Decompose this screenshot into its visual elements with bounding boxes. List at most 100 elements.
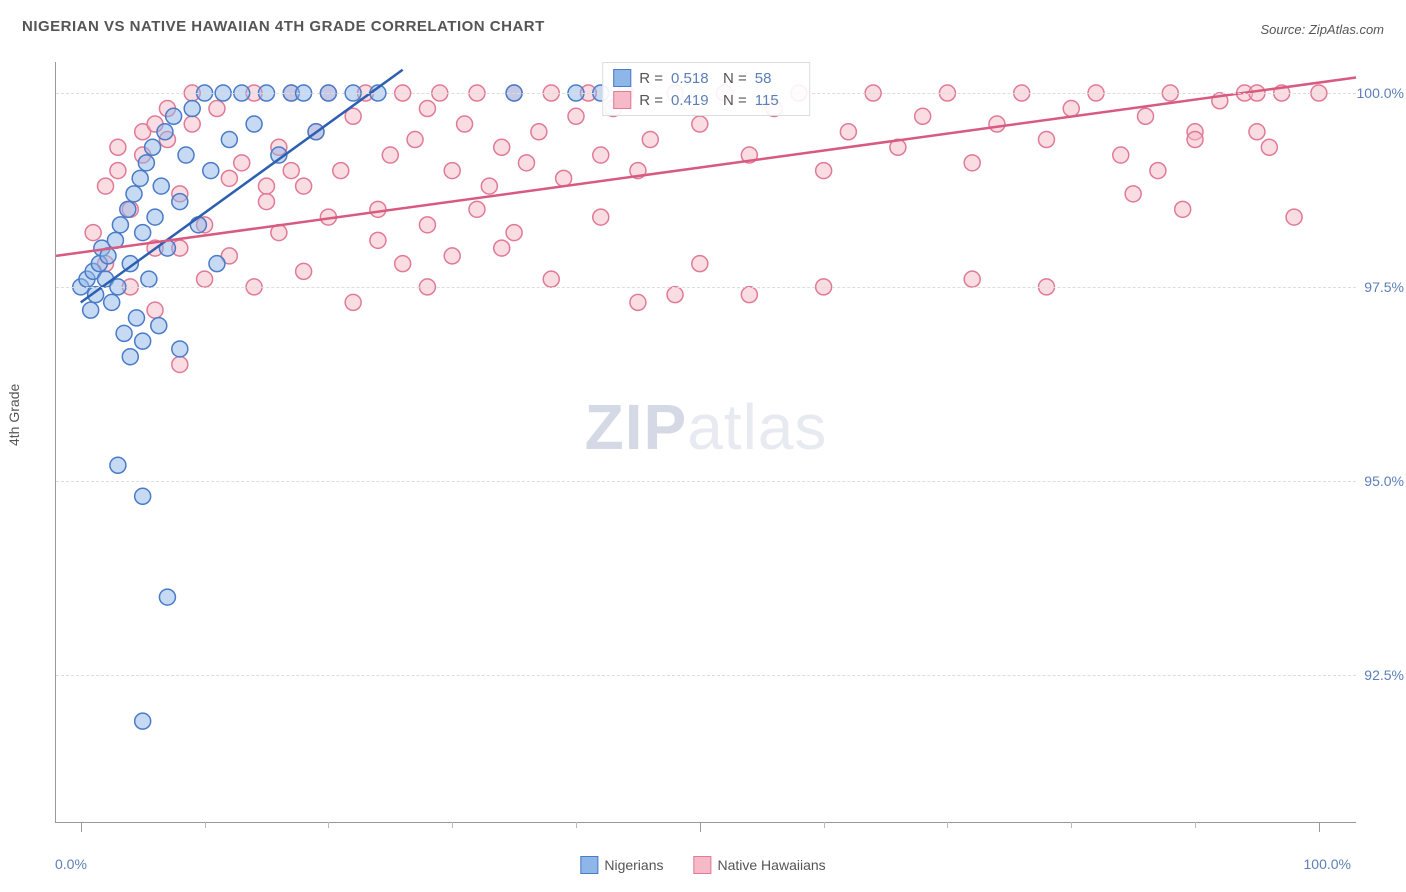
scatter-point xyxy=(147,209,163,225)
scatter-point xyxy=(85,225,101,241)
scatter-point xyxy=(382,147,398,163)
scatter-point xyxy=(840,124,856,140)
scatter-point xyxy=(741,287,757,303)
gridline xyxy=(56,481,1356,482)
scatter-point xyxy=(1063,101,1079,117)
scatter-point xyxy=(132,170,148,186)
scatter-point xyxy=(630,294,646,310)
x-tick-minor xyxy=(328,822,329,828)
stats-swatch xyxy=(613,69,631,87)
chart-title: NIGERIAN VS NATIVE HAWAIIAN 4TH GRADE CO… xyxy=(22,18,545,35)
scatter-point xyxy=(593,147,609,163)
scatter-point xyxy=(444,163,460,179)
scatter-point xyxy=(159,589,175,605)
scatter-point xyxy=(1249,124,1265,140)
scatter-point xyxy=(197,271,213,287)
scatter-point xyxy=(593,209,609,225)
scatter-point xyxy=(457,116,473,132)
scatter-point xyxy=(166,108,182,124)
scatter-point xyxy=(964,271,980,287)
x-tick-major xyxy=(1319,822,1320,832)
scatter-point xyxy=(98,178,114,194)
scatter-point xyxy=(692,256,708,272)
x-axis-high-label: 100.0% xyxy=(1304,856,1351,872)
scatter-point xyxy=(110,139,126,155)
plot-area: ZIPatlas 92.5%95.0%97.5%100.0% R =0.518N… xyxy=(55,62,1356,823)
scatter-point xyxy=(1187,132,1203,148)
scatter-point xyxy=(1286,209,1302,225)
scatter-point xyxy=(141,271,157,287)
scatter-point xyxy=(816,163,832,179)
scatter-point xyxy=(395,256,411,272)
y-axis-title: 4th Grade xyxy=(6,384,22,446)
scatter-point xyxy=(203,163,219,179)
x-tick-minor xyxy=(1195,822,1196,828)
scatter-point xyxy=(419,217,435,233)
x-tick-minor xyxy=(947,822,948,828)
scatter-point xyxy=(915,108,931,124)
scatter-point xyxy=(234,155,250,171)
x-tick-minor xyxy=(824,822,825,828)
scatter-point xyxy=(184,116,200,132)
scatter-point xyxy=(147,302,163,318)
scatter-point xyxy=(1150,163,1166,179)
scatter-point xyxy=(128,310,144,326)
scatter-point xyxy=(104,294,120,310)
scatter-point xyxy=(110,163,126,179)
scatter-point xyxy=(494,139,510,155)
scatter-point xyxy=(172,356,188,372)
scatter-point xyxy=(345,294,361,310)
x-tick-minor xyxy=(452,822,453,828)
scatter-point xyxy=(481,178,497,194)
stats-n-label: N = xyxy=(723,92,747,109)
scatter-svg xyxy=(56,62,1356,822)
scatter-point xyxy=(209,101,225,117)
stats-r-value: 0.419 xyxy=(671,92,715,109)
scatter-point xyxy=(296,263,312,279)
scatter-point xyxy=(1038,132,1054,148)
stats-r-label: R = xyxy=(639,92,663,109)
scatter-point xyxy=(531,124,547,140)
stats-n-label: N = xyxy=(723,70,747,87)
source-label: Source: ZipAtlas.com xyxy=(1260,22,1384,37)
stats-panel: R =0.518N =58R =0.419N =115 xyxy=(602,62,810,116)
scatter-point xyxy=(370,232,386,248)
y-tick-label: 100.0% xyxy=(1357,85,1404,101)
scatter-point xyxy=(543,271,559,287)
stats-row: R =0.419N =115 xyxy=(613,89,799,111)
legend-bottom: Nigerians Native Hawaiians xyxy=(580,856,825,874)
y-tick-label: 97.5% xyxy=(1364,279,1404,295)
trend-line xyxy=(81,70,403,303)
stats-row: R =0.518N =58 xyxy=(613,67,799,89)
scatter-point xyxy=(135,225,151,241)
scatter-point xyxy=(120,201,136,217)
scatter-point xyxy=(138,155,154,171)
scatter-point xyxy=(172,341,188,357)
gridline xyxy=(56,675,1356,676)
scatter-point xyxy=(116,325,132,341)
scatter-point xyxy=(494,240,510,256)
x-tick-minor xyxy=(1071,822,1072,828)
scatter-point xyxy=(518,155,534,171)
scatter-point xyxy=(1261,139,1277,155)
scatter-point xyxy=(221,132,237,148)
y-tick-label: 92.5% xyxy=(1364,667,1404,683)
scatter-point xyxy=(145,139,161,155)
legend-swatch xyxy=(693,856,711,874)
x-axis-low-label: 0.0% xyxy=(55,856,87,872)
stats-r-value: 0.518 xyxy=(671,70,715,87)
scatter-point xyxy=(667,287,683,303)
scatter-point xyxy=(370,201,386,217)
scatter-point xyxy=(151,318,167,334)
scatter-point xyxy=(258,194,274,210)
legend-item: Native Hawaiians xyxy=(693,856,825,874)
scatter-point xyxy=(157,124,173,140)
scatter-point xyxy=(989,116,1005,132)
scatter-point xyxy=(1175,201,1191,217)
scatter-point xyxy=(112,217,128,233)
x-tick-minor xyxy=(576,822,577,828)
scatter-point xyxy=(258,178,274,194)
legend-item: Nigerians xyxy=(580,856,663,874)
scatter-point xyxy=(1138,108,1154,124)
legend-label: Native Hawaiians xyxy=(717,857,825,873)
